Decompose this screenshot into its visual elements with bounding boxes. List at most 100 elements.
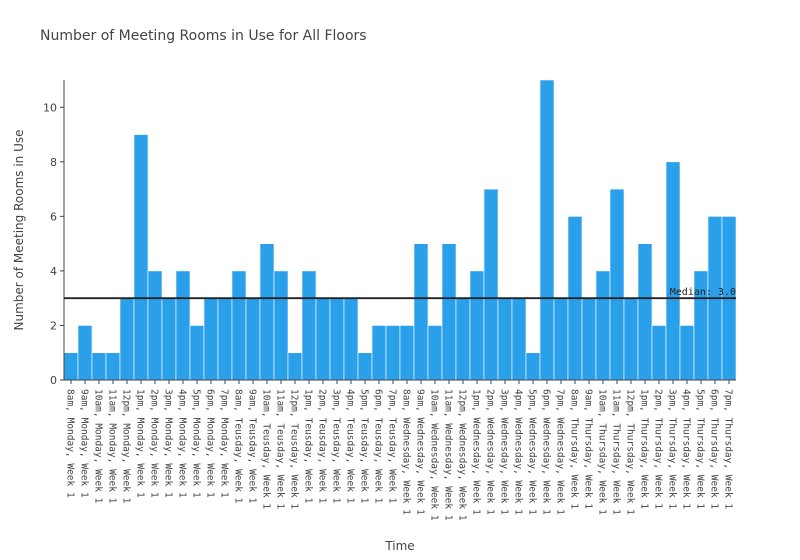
bar — [553, 297, 569, 381]
bar — [91, 352, 107, 381]
y-tick-label: 2 — [50, 319, 57, 332]
bar — [413, 243, 429, 381]
x-tick-label: 10am, Wednesday, Week 1 — [429, 389, 440, 521]
bar — [539, 79, 555, 381]
x-tick-label: 8am, Wednesday, Week 1 — [401, 389, 412, 515]
x-tick-label: 10am, Thursday, Week 1 — [597, 389, 608, 515]
x-tick-label: 2pm, Monday, Week 1 — [149, 389, 160, 498]
x-tick-label: 7pm, Wednesday, Week 1 — [555, 389, 566, 515]
x-tick-label: 2pm, Wednesday, Week 1 — [485, 389, 496, 515]
x-tick-label: 8am, Thursday, Week 1 — [569, 389, 580, 509]
y-tick-label: 8 — [50, 156, 57, 169]
bar — [651, 325, 667, 381]
x-tick-label: 1pm, Thursday, Week 1 — [639, 389, 650, 509]
bar — [511, 297, 527, 381]
x-tick-label: 3pm, Thursday, Week 1 — [667, 389, 678, 509]
x-tick-label: 4pm, Wednesday, Week 1 — [513, 389, 524, 515]
x-tick-label: 12pm, Monday, Week 1 — [121, 389, 132, 504]
x-tick-label: 8am, Teusday, Week 1 — [233, 389, 244, 504]
x-tick-label: 9am, Monday, Week 1 — [79, 389, 90, 498]
bar — [399, 325, 415, 381]
bar — [385, 325, 401, 381]
bar — [343, 297, 359, 381]
y-tick-label: 0 — [50, 374, 57, 387]
bar — [217, 297, 233, 381]
x-tick-label: 4pm, Thursday, Week 1 — [681, 389, 692, 509]
bar — [231, 270, 247, 381]
bar — [441, 243, 457, 381]
bar — [329, 297, 345, 381]
x-tick-label: 6pm, Teusday, Week 1 — [373, 389, 384, 504]
median-group: Median: 3.0 — [64, 287, 736, 300]
y-axis: 0 2 4 6 8 10 — [43, 80, 65, 387]
chart-title: Number of Meeting Rooms in Use for All F… — [40, 28, 367, 44]
bar — [623, 297, 639, 381]
x-tick-label: 9am, Wednesday, Week 1 — [415, 389, 426, 515]
x-tick-label: 12pm, Wednesday, Week 1 — [457, 389, 468, 521]
x-tick-label: 6pm, Monday, Week 1 — [205, 389, 216, 498]
bar — [105, 352, 121, 381]
median-label: Median: 3.0 — [670, 287, 736, 298]
bar — [679, 325, 695, 381]
x-tick-label: 3pm, Wednesday, Week 1 — [499, 389, 510, 515]
x-tick-label: 5pm, Monday, Week 1 — [191, 389, 202, 498]
x-axis: 8am, Monday, Week 1 9am, Monday, Week 1 10… — [64, 379, 736, 521]
y-tick-label: 4 — [50, 265, 57, 278]
x-tick-label: 11am, Thursday, Week 1 — [611, 389, 622, 515]
bar — [595, 270, 611, 381]
bar — [609, 188, 625, 381]
x-tick-label: 5pm, Thursday, Week 1 — [695, 389, 706, 509]
bar — [665, 161, 681, 381]
bar — [469, 270, 485, 381]
x-tick-label: 5pm, Teusday, Week 1 — [359, 389, 370, 504]
x-tick-label: 7pm, Thursday, Week 1 — [723, 389, 734, 509]
bar — [77, 325, 93, 381]
x-tick-label: 2pm, Teusday, Week 1 — [317, 389, 328, 504]
y-tick-label: 6 — [50, 210, 57, 223]
bar — [273, 270, 289, 381]
x-tick-label: 3pm, Teusday, Week 1 — [331, 389, 342, 504]
bar — [357, 352, 373, 381]
x-tick-label: 6pm, Wednesday, Week 1 — [541, 389, 552, 515]
x-tick-label: 5pm, Wednesday, Week 1 — [527, 389, 538, 515]
x-tick-label: 6pm, Thursday, Week 1 — [709, 389, 720, 509]
x-tick-label: 10am, Teusday, Week 1 — [261, 389, 272, 509]
x-tick-label: 11am, Monday, Week 1 — [107, 389, 118, 504]
bar — [133, 134, 149, 381]
bar — [63, 352, 79, 381]
bar — [147, 270, 163, 381]
bar — [189, 325, 205, 381]
x-tick-label: 7pm, Monday, Week 1 — [219, 389, 230, 498]
x-tick-label: 1pm, Teusday, Week 1 — [303, 389, 314, 504]
bar — [315, 297, 331, 381]
x-tick-label: 9am, Thursday, Week 1 — [583, 389, 594, 509]
x-tick-label: 12pm, Thursday, Week 1 — [625, 389, 636, 515]
x-tick-label: 11am, Teusday, Week 1 — [275, 389, 286, 509]
bar — [483, 188, 499, 381]
bar — [287, 352, 303, 381]
bar — [371, 325, 387, 381]
bar — [525, 352, 541, 381]
x-tick-label: 10am, Monday, Week 1 — [93, 389, 104, 504]
bar — [581, 297, 597, 381]
x-tick-label: 12pm, Teusday, Week 1 — [289, 389, 300, 509]
bar — [161, 297, 177, 381]
bar — [497, 297, 513, 381]
y-tick-label: 10 — [43, 101, 57, 114]
bar — [427, 325, 443, 381]
bar — [259, 243, 275, 381]
x-tick-label: 9am, Teusday, Week 1 — [247, 389, 258, 504]
x-tick-label: 8am, Monday, Week 1 — [65, 389, 76, 498]
bar — [119, 297, 135, 381]
bar — [203, 297, 219, 381]
x-tick-label: 1pm, Wednesday, Week 1 — [471, 389, 482, 515]
bar — [637, 243, 653, 381]
x-tick-label: 4pm, Monday, Week 1 — [177, 389, 188, 498]
bar — [245, 297, 261, 381]
x-tick-label: 1pm, Monday, Week 1 — [135, 389, 146, 498]
x-tick-label: 4pm, Teusday, Week 1 — [345, 389, 356, 504]
x-tick-label: 3pm, Monday, Week 1 — [163, 389, 174, 498]
bars-group — [63, 79, 737, 381]
bar — [175, 270, 191, 381]
